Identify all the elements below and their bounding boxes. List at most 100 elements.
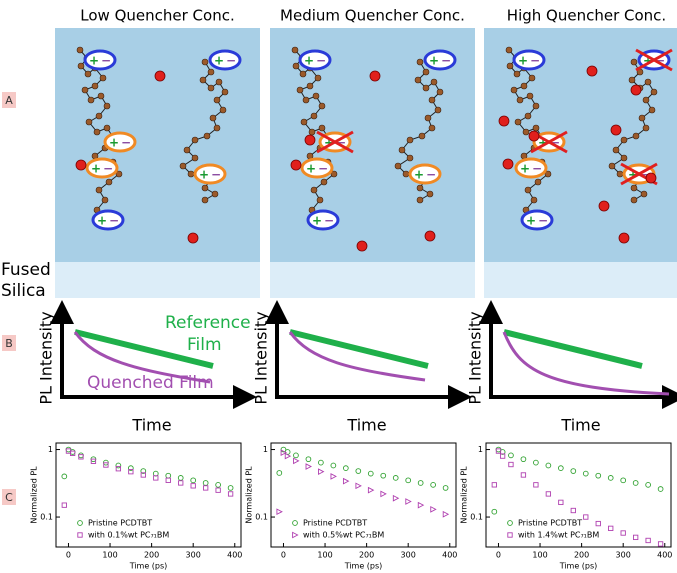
charge-plus: + xyxy=(518,54,528,68)
data-point xyxy=(595,472,602,479)
legend-label: Pristine PCDTBT xyxy=(303,519,367,528)
charge-plus: + xyxy=(304,54,314,68)
data-point xyxy=(491,508,498,515)
y-tick-label: 1 xyxy=(48,445,53,454)
quenched-curve xyxy=(502,331,670,396)
monomer xyxy=(320,178,328,186)
data-point xyxy=(442,485,449,491)
monomer xyxy=(191,136,199,144)
monomer xyxy=(203,132,211,140)
data-point xyxy=(140,468,147,474)
data-point xyxy=(140,472,146,478)
data-point xyxy=(293,457,300,465)
x-axis-label: Time (ps) xyxy=(344,562,383,571)
monomer xyxy=(299,70,307,78)
data-point xyxy=(202,480,209,486)
quencher xyxy=(154,70,166,82)
exciton xyxy=(423,49,457,71)
monomer xyxy=(191,154,199,162)
plot-frame xyxy=(55,442,242,548)
charge-plus: + xyxy=(97,214,107,228)
charge-minus: − xyxy=(121,136,131,150)
data-point xyxy=(508,461,514,468)
data-point xyxy=(583,514,589,520)
x-tick-label: 0 xyxy=(496,551,501,560)
y-axis-label: Normalized PL xyxy=(245,466,254,524)
charge-plus: + xyxy=(89,54,99,68)
data-point xyxy=(558,499,564,506)
monomer xyxy=(199,76,207,84)
quencher xyxy=(304,134,316,146)
data-point xyxy=(305,456,312,463)
charge-plus: + xyxy=(526,214,536,228)
quencher xyxy=(187,232,199,244)
quench-cross xyxy=(316,130,354,154)
quencher xyxy=(630,84,642,96)
data-point xyxy=(203,485,209,491)
monomer xyxy=(76,46,84,54)
column-title: Medium Quencher Conc. xyxy=(280,7,465,25)
monomer xyxy=(85,118,93,126)
monomer xyxy=(630,184,638,192)
monomer xyxy=(95,112,103,120)
data-point xyxy=(276,470,283,476)
monomer xyxy=(101,196,109,204)
monomer xyxy=(530,196,538,204)
data-point xyxy=(417,501,425,509)
data-point xyxy=(520,456,527,463)
monomer xyxy=(187,170,195,178)
y-axis-label: Normalized PL xyxy=(460,466,469,524)
monomer xyxy=(612,146,620,154)
charge-minus: − xyxy=(109,214,119,228)
x-tick-label: 100 xyxy=(102,551,117,560)
x-tick-label: 400 xyxy=(657,551,672,560)
x-axis-label: Time (ps) xyxy=(559,562,598,571)
monomer xyxy=(302,96,310,104)
data-point xyxy=(318,468,325,476)
monomer xyxy=(620,154,628,162)
charge-minus: − xyxy=(538,214,548,228)
monomer xyxy=(418,132,426,140)
data-point xyxy=(215,487,221,493)
data-point xyxy=(392,475,399,481)
data-point xyxy=(367,486,375,494)
monomer xyxy=(314,74,322,82)
data-point xyxy=(499,453,506,459)
data-point xyxy=(533,482,539,488)
monomer xyxy=(219,106,227,114)
monomer xyxy=(416,58,424,66)
data-point xyxy=(165,477,171,483)
quenched-curve xyxy=(288,331,426,382)
quenched-curve xyxy=(73,331,211,384)
monomer xyxy=(306,82,314,90)
legend-symbol xyxy=(77,532,83,538)
y-axis-label: Normalized PL xyxy=(30,466,39,524)
exciton xyxy=(103,131,137,153)
monomer xyxy=(650,88,658,96)
monomer xyxy=(638,114,646,122)
monomer xyxy=(514,118,522,126)
y-tick-label: 0.1 xyxy=(255,513,268,522)
reference-label: Reference xyxy=(165,313,251,333)
monomer xyxy=(310,112,318,120)
data-point xyxy=(355,468,362,474)
charge-plus: + xyxy=(214,54,224,68)
x-tick-label: 0 xyxy=(281,551,286,560)
exciton xyxy=(298,49,332,71)
quencher xyxy=(290,159,302,171)
exciton xyxy=(408,163,442,185)
monomer xyxy=(318,124,326,132)
data-point xyxy=(78,454,84,460)
data-point xyxy=(545,491,552,497)
sketch-x-label: Time xyxy=(560,416,600,435)
data-point xyxy=(533,459,539,466)
data-point xyxy=(276,508,283,516)
data-point xyxy=(103,462,109,468)
monomer xyxy=(532,124,540,132)
monomer xyxy=(620,136,628,144)
monomer xyxy=(318,102,326,110)
charge-minus: − xyxy=(532,162,542,176)
monomer xyxy=(103,124,111,132)
charge-minus: − xyxy=(211,168,221,182)
